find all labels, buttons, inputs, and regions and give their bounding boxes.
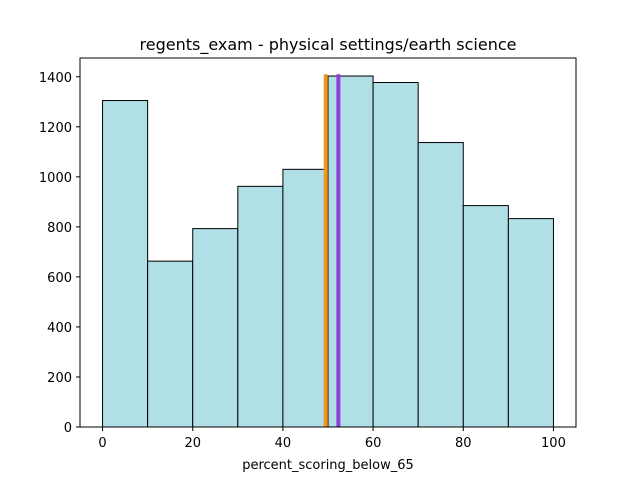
histogram-bar xyxy=(282,168,329,428)
histogram-bar xyxy=(417,142,464,428)
y-tick-label: 800 xyxy=(47,221,72,236)
bars-group xyxy=(102,75,554,428)
y-tick-label: 1000 xyxy=(39,171,72,186)
chart-title: regents_exam - physical settings/earth s… xyxy=(140,35,517,55)
x-tick-label: 20 xyxy=(184,436,201,451)
x-tick-label: 100 xyxy=(541,436,566,451)
y-tick-label: 0 xyxy=(64,421,72,436)
reference-lines-group xyxy=(323,74,341,427)
histogram-bar xyxy=(147,260,194,428)
plot-frame xyxy=(79,57,577,428)
histogram-bar xyxy=(372,82,419,428)
y-tick-label: 1400 xyxy=(39,71,72,86)
histogram-bar xyxy=(192,228,239,428)
histogram-bar xyxy=(237,185,284,428)
y-axis-ticks: 0 200 400 600 800 1000 1200 1400 xyxy=(39,71,80,436)
x-axis-ticks: 0 20 40 60 80 100 xyxy=(98,427,566,451)
x-axis-label: percent_scoring_below_65 xyxy=(242,458,414,473)
x-tick-label: 60 xyxy=(365,436,382,451)
histogram-bar xyxy=(507,218,554,428)
y-tick-label: 400 xyxy=(47,321,72,336)
histogram-bar xyxy=(462,205,509,428)
y-tick-label: 600 xyxy=(47,271,72,286)
x-tick-label: 40 xyxy=(275,436,292,451)
x-tick-label: 0 xyxy=(98,436,106,451)
y-tick-label: 200 xyxy=(47,371,72,386)
x-tick-label: 80 xyxy=(455,436,472,451)
histogram-bar xyxy=(102,100,149,428)
y-tick-label: 1200 xyxy=(39,121,72,136)
histogram-bar xyxy=(327,75,374,428)
